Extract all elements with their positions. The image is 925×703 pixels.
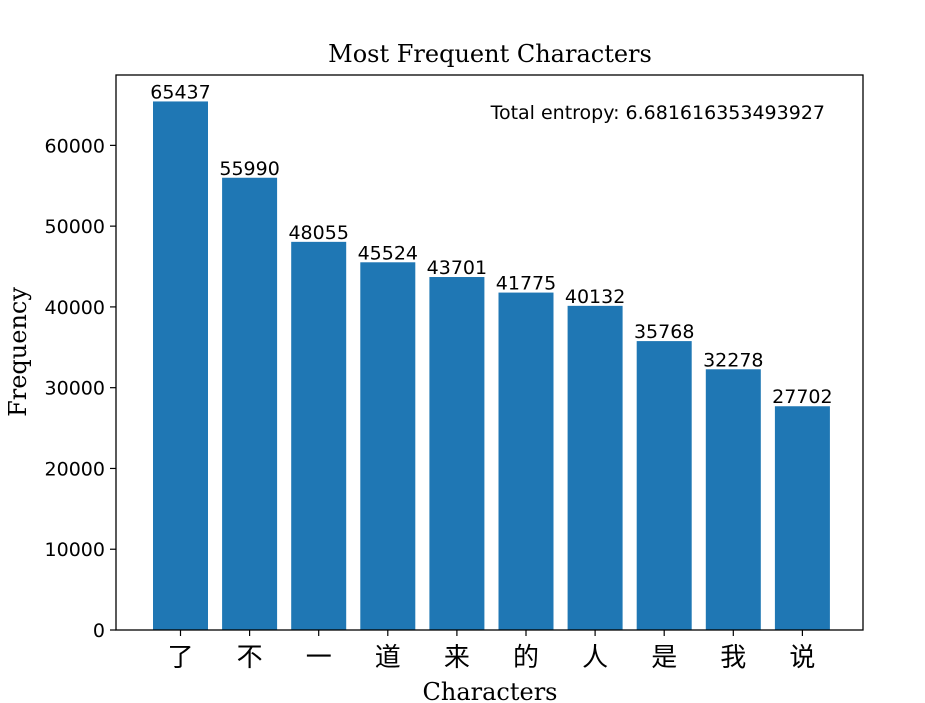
bar-value-label: 65437 <box>150 81 210 103</box>
bar <box>360 262 416 630</box>
bar-value-label: 41775 <box>496 273 556 295</box>
chart-title: Most Frequent Characters <box>328 40 652 68</box>
y-tick-label: 10000 <box>45 539 105 561</box>
y-tick-label: 20000 <box>45 458 105 480</box>
bar-value-label: 27702 <box>772 386 832 408</box>
bar-value-label: 45524 <box>358 242 418 264</box>
entropy-annotation: Total entropy: 6.681616353493927 <box>490 102 825 124</box>
y-tick-label: 0 <box>93 620 105 642</box>
bar <box>705 369 761 630</box>
bar-value-label: 35768 <box>634 321 694 343</box>
bar <box>498 292 554 630</box>
x-tick-label: 是 <box>651 643 677 673</box>
y-tick-label: 40000 <box>45 297 105 319</box>
x-tick-label: 了 <box>167 643 193 673</box>
y-axis-label: Frequency <box>4 287 32 417</box>
x-axis-ticks: 了不一道来的人是我说 <box>167 630 815 673</box>
bar <box>774 406 830 630</box>
y-tick-label: 50000 <box>45 216 105 238</box>
x-tick-label: 来 <box>444 643 470 673</box>
bar <box>153 101 208 630</box>
x-tick-label: 道 <box>375 643 401 673</box>
x-axis-label: Characters <box>423 678 558 703</box>
y-tick-label: 60000 <box>45 135 105 157</box>
bar-value-label: 32278 <box>703 349 763 371</box>
y-axis-ticks: 0 10000 20000 30000 40000 50000 60000 <box>45 135 116 642</box>
y-tick-label: 30000 <box>45 378 105 400</box>
bar <box>636 341 692 630</box>
bar-value-label: 55990 <box>219 158 279 180</box>
bars-group <box>153 101 830 630</box>
bar <box>291 241 347 630</box>
bar-value-label: 43701 <box>427 257 487 279</box>
bar <box>222 177 278 630</box>
data-labels-group: 65437 55990 48055 45524 43701 41775 40132 35768… <box>150 81 832 408</box>
x-tick-label: 说 <box>789 643 815 673</box>
bar-value-label: 48055 <box>288 222 348 244</box>
x-tick-label: 一 <box>306 643 332 673</box>
x-tick-label: 我 <box>720 643 746 673</box>
x-tick-label: 不 <box>237 643 263 673</box>
plot-frame <box>115 74 864 631</box>
bar-value-label: 40132 <box>565 286 625 308</box>
x-tick-label: 的 <box>513 643 539 673</box>
x-tick-label: 人 <box>582 643 608 673</box>
bar <box>567 305 623 630</box>
bar <box>429 277 485 630</box>
